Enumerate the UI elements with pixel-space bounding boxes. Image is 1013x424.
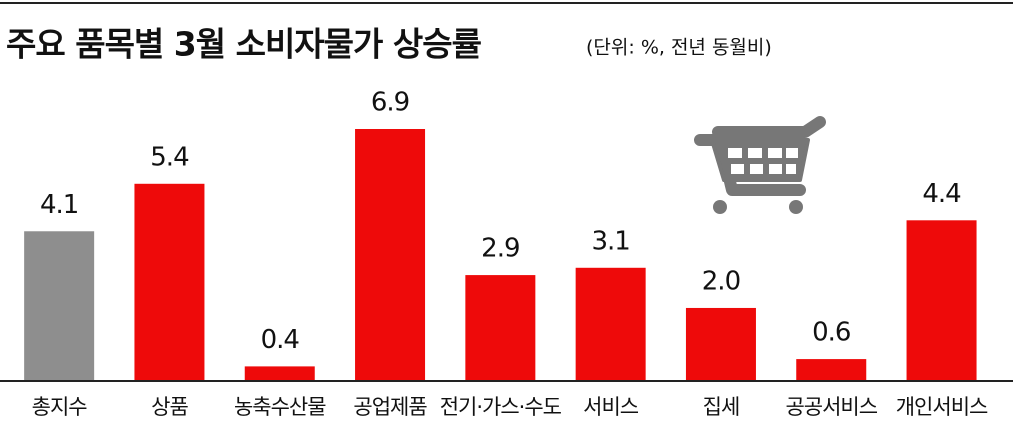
value-label: 5.4 bbox=[150, 142, 189, 172]
x-tick-label: 농축수산물 bbox=[234, 395, 326, 419]
x-tick-label: 서비스 bbox=[583, 395, 639, 419]
bar bbox=[465, 275, 536, 381]
chart-title: 주요 품목별 3월 소비자물가 상승률 bbox=[6, 25, 482, 64]
x-tick-label: 공공서비스 bbox=[785, 395, 877, 419]
bar bbox=[244, 366, 315, 381]
chart-subtitle: (단위: %, 전년 동월비) bbox=[586, 37, 772, 59]
bar bbox=[575, 267, 646, 381]
value-label: 2.9 bbox=[481, 234, 519, 264]
value-label: 4.4 bbox=[922, 179, 961, 209]
value-label: 0.4 bbox=[261, 325, 300, 355]
x-tick-label: 상품 bbox=[151, 395, 188, 419]
bar bbox=[134, 183, 205, 381]
value-label: 3.1 bbox=[591, 226, 629, 256]
x-tick-label: 집세 bbox=[703, 395, 740, 419]
value-label: 6.9 bbox=[371, 88, 409, 118]
x-tick-label: 개인서비스 bbox=[896, 395, 988, 419]
value-label: 0.6 bbox=[812, 318, 850, 348]
bar bbox=[355, 129, 426, 381]
value-label: 2.0 bbox=[702, 266, 740, 296]
bar bbox=[24, 231, 95, 381]
x-tick-label: 공업제품 bbox=[353, 395, 427, 419]
cart-icon bbox=[694, 116, 826, 214]
x-tick-label: 전기·가스·수도 bbox=[440, 395, 562, 419]
bar bbox=[906, 220, 977, 381]
bar bbox=[796, 359, 867, 381]
bar bbox=[685, 307, 756, 381]
value-label: 4.1 bbox=[40, 190, 78, 220]
x-tick-label: 총지수 bbox=[32, 395, 88, 419]
